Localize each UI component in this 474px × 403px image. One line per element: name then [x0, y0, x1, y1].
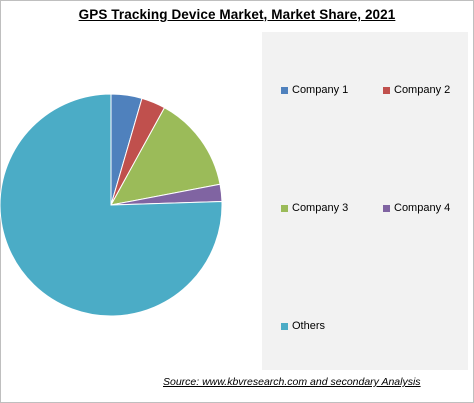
legend-swatch-others	[281, 322, 288, 330]
legend-label-company-4: Company 4	[394, 202, 451, 214]
legend-swatch-company-4	[383, 204, 390, 212]
legend-label-company-3: Company 3	[292, 202, 349, 214]
legend-item-others: Others	[281, 320, 325, 332]
pie-slice-company-3	[110, 107, 221, 206]
legend-swatch-company-1	[281, 86, 288, 94]
chart-title: GPS Tracking Device Market, Market Share…	[78, 7, 396, 22]
legend-label-company-1: Company 1	[292, 84, 349, 96]
legend-swatch-company-3	[281, 204, 288, 212]
legend-label-company-2: Company 2	[394, 84, 451, 96]
source-note: Source: www.kbvresearch.com and secondar…	[163, 376, 421, 388]
pie-slice-others	[0, 93, 223, 317]
legend-label-others: Others	[292, 320, 326, 332]
legend-panel	[262, 32, 468, 370]
legend-item-company-3: Company 3	[281, 202, 348, 214]
legend-item-company-1: Company 1	[281, 84, 348, 96]
legend-item-company-2: Company 2	[383, 84, 450, 96]
legend-swatch-company-2	[383, 86, 390, 94]
legend-item-company-4: Company 4	[383, 202, 450, 214]
